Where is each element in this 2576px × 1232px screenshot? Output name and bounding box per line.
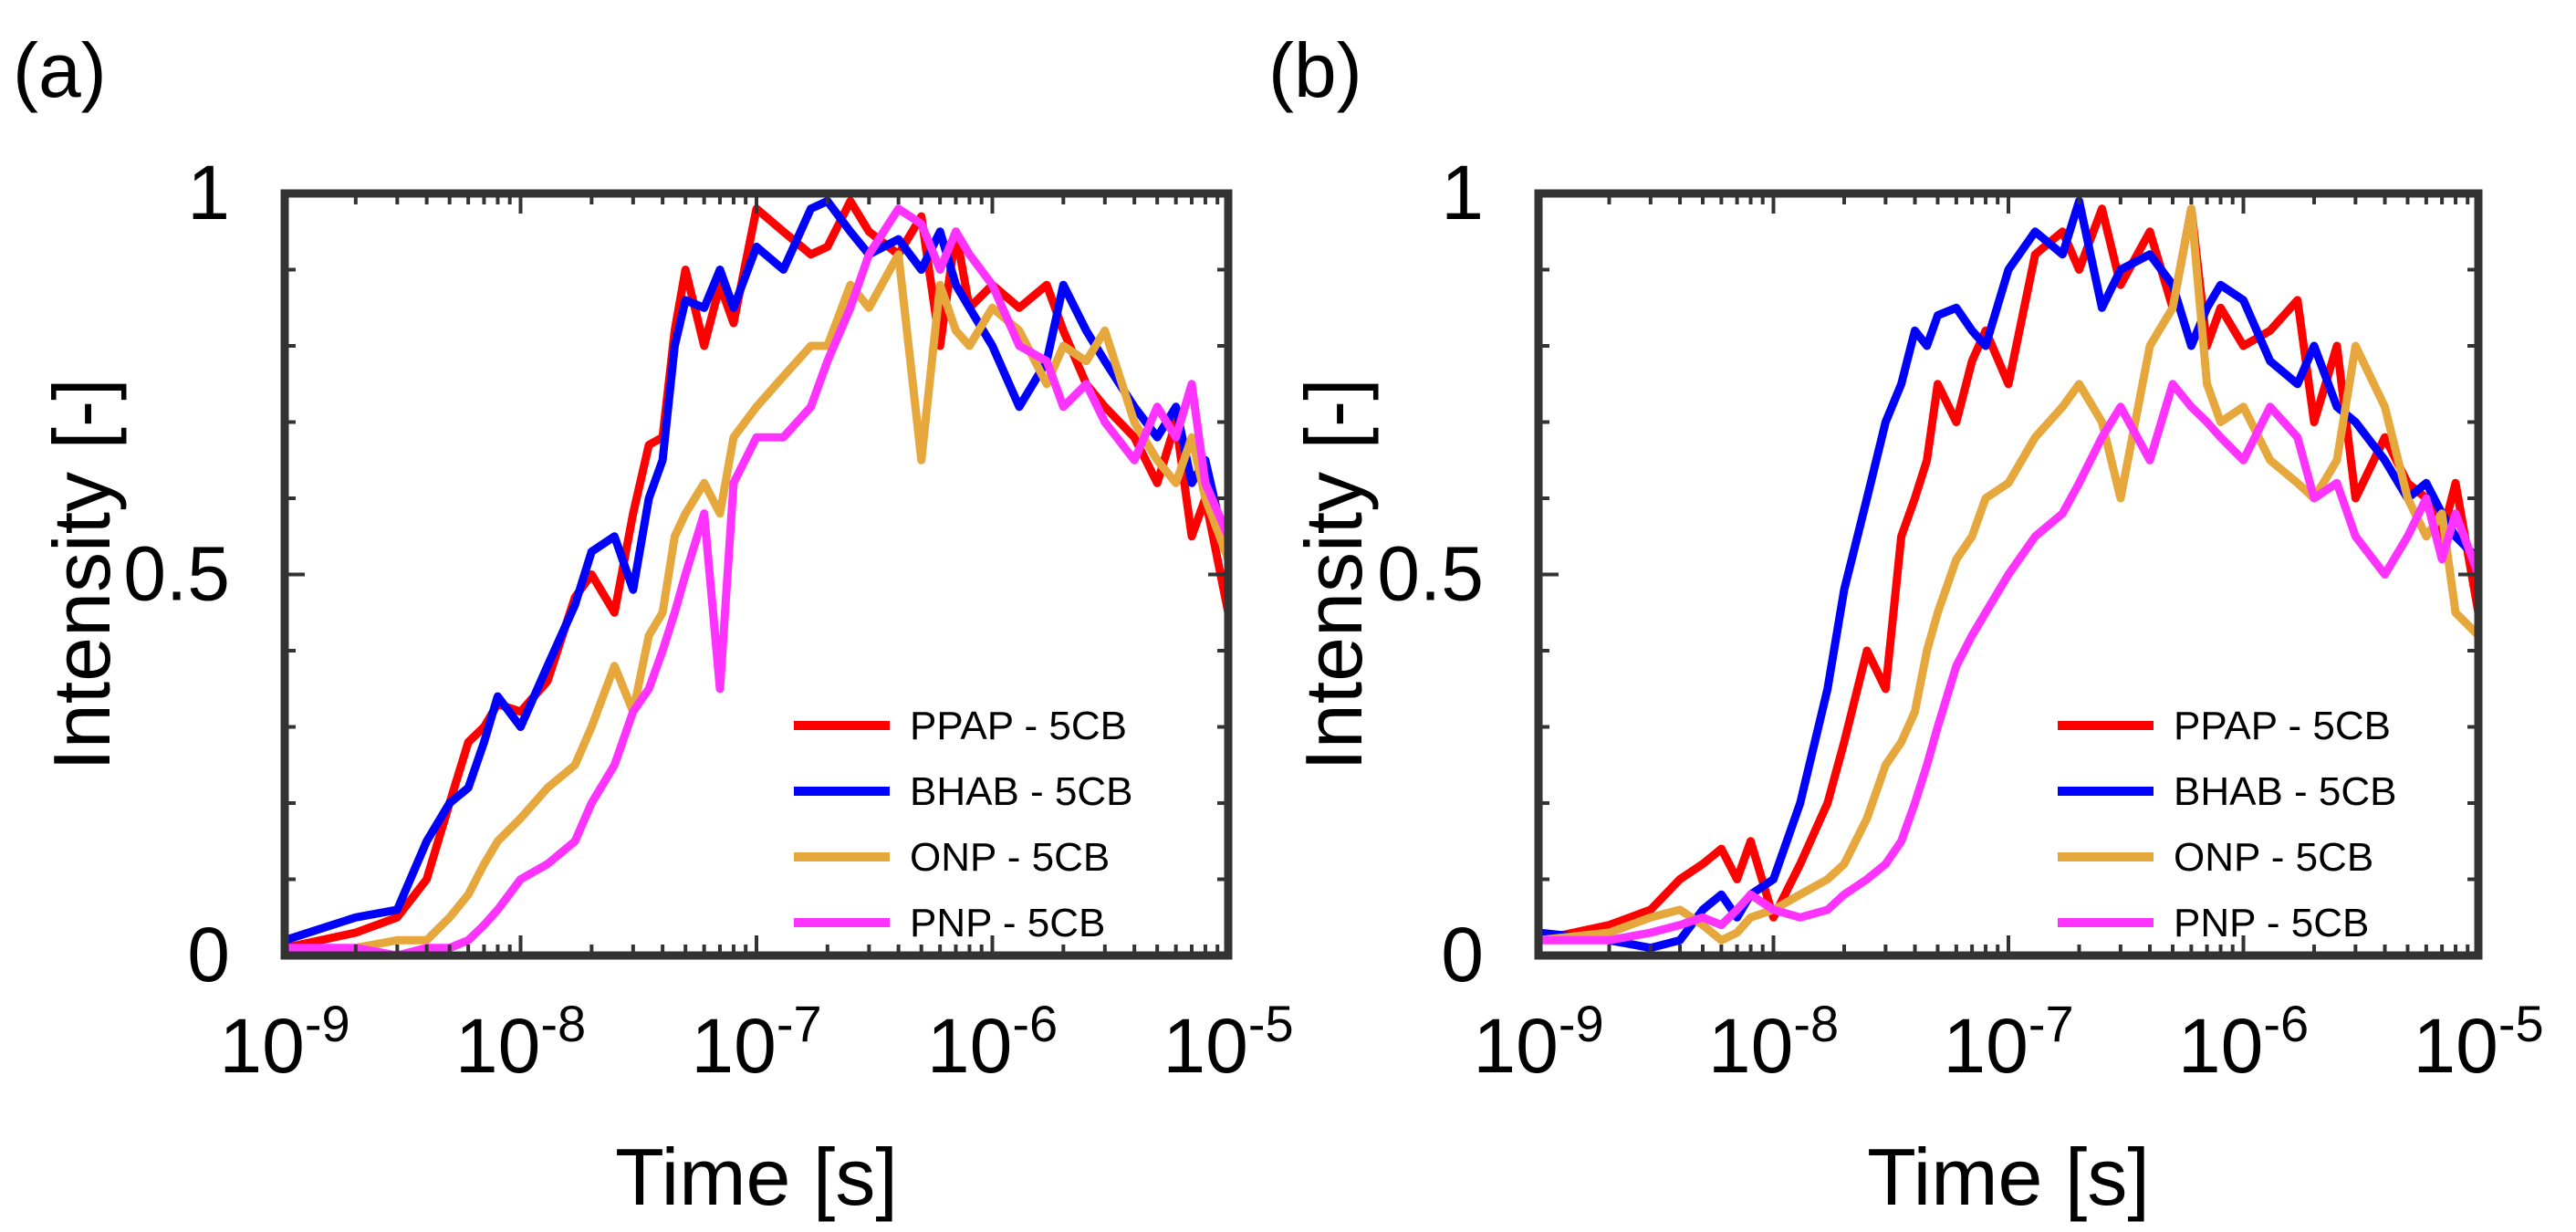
legend-label: PNP - 5CB (2174, 901, 2369, 945)
series-line-bhab (285, 196, 1228, 945)
x-tick-label: 10-5 (2413, 995, 2543, 1089)
x-tick-label: 10-8 (1708, 995, 1839, 1089)
y-axis-label: Intensity [-] (37, 378, 127, 770)
plot-frame (1534, 189, 2483, 960)
chart-panel-a: (a) 10-9 10-8 10-7 10-6 10-5 0 0.5 1 Time [s] Inte… (13, 27, 1294, 1222)
panel-label: (b) (1268, 27, 1362, 113)
series-line-onp (1538, 204, 2478, 945)
series-line-pnp (285, 204, 1228, 955)
legend-label: BHAB - 5CB (910, 769, 1133, 814)
series-line-pnp (1538, 380, 2478, 945)
x-axis-label: Time [s] (1867, 1132, 2150, 1222)
legend-label: PPAP - 5CB (910, 704, 1127, 748)
x-tick-label: 10-6 (927, 995, 1058, 1089)
y-tick-label: 0 (1441, 912, 1484, 997)
legend-label: PPAP - 5CB (2174, 704, 2391, 748)
y-tick-label: 0.5 (123, 531, 230, 617)
chart-panel-b: (b) 10-9 10-8 10-7 10-6 10-5 0 0.5 1 Time [s] Inte… (1268, 27, 2544, 1222)
y-tick-label: 1 (1441, 150, 1484, 235)
series-line-ppap (1538, 204, 2478, 945)
x-tick-label: 10-9 (1473, 995, 1603, 1089)
y-tick-label: 0 (187, 912, 230, 997)
series-line-bhab (1538, 196, 2478, 953)
legend-label: ONP - 5CB (910, 835, 1110, 880)
x-tick-label: 10-5 (1163, 995, 1293, 1089)
y-axis-label: Intensity [-] (1288, 378, 1379, 770)
x-tick-label: 10-9 (219, 995, 349, 1089)
x-tick-label: 10-7 (691, 995, 821, 1089)
legend: PPAP - 5CB BHAB - 5CB ONP - 5CB PNP - 5CB (794, 704, 1133, 945)
x-tick-label: 10-6 (2178, 995, 2309, 1089)
legend-label: PNP - 5CB (910, 901, 1105, 945)
series-group (285, 196, 1228, 955)
legend-label: ONP - 5CB (2174, 835, 2373, 880)
y-tick-label: 0.5 (1377, 531, 1484, 617)
panel-label: (a) (13, 27, 107, 113)
x-tick-label: 10-8 (455, 995, 586, 1089)
series-group (1538, 196, 2478, 953)
legend-label: BHAB - 5CB (2174, 769, 2397, 814)
x-tick-label: 10-7 (1943, 995, 2073, 1089)
x-axis-label: Time [s] (615, 1132, 898, 1222)
y-tick-label: 1 (187, 150, 230, 235)
legend: PPAP - 5CB BHAB - 5CB ONP - 5CB PNP - 5CB (2058, 704, 2397, 945)
plot-frame (280, 189, 1233, 960)
series-line-onp (285, 250, 1228, 955)
